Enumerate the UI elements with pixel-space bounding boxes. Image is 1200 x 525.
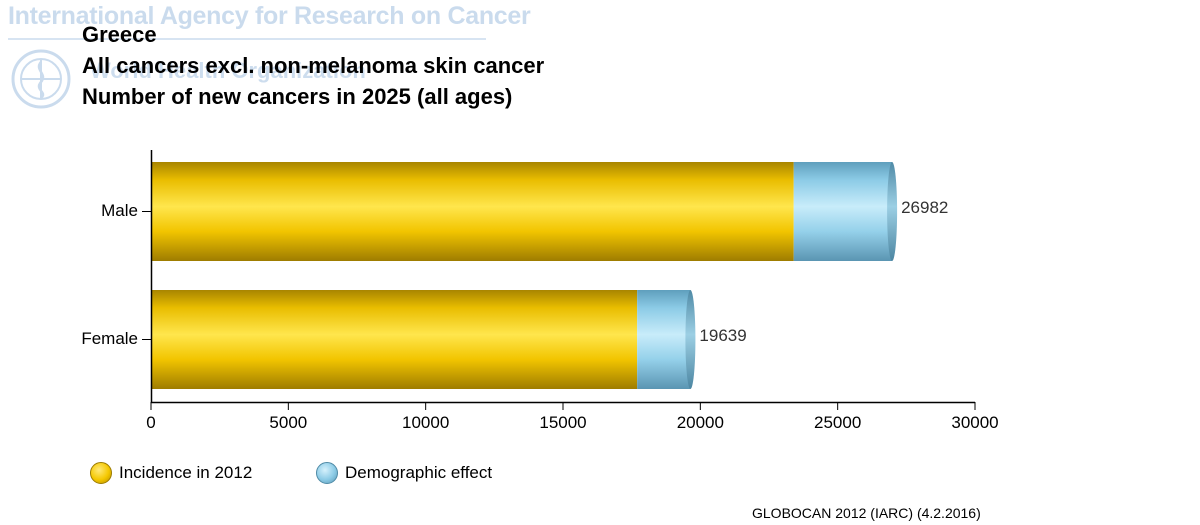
category-label-female: Female xyxy=(81,329,138,348)
category-label-male: Male xyxy=(101,201,138,220)
chart-title-country: Greece xyxy=(82,22,157,47)
total-label-male: 26982 xyxy=(901,198,948,217)
legend-label-incidence: Incidence in 2012 xyxy=(119,463,253,482)
x-tick-label-5000: 5000 xyxy=(269,413,307,432)
source-note: GLOBOCAN 2012 (IARC) (4.2.2016) xyxy=(752,505,981,521)
chart-title-measure: Number of new cancers in 2025 (all ages) xyxy=(82,84,513,109)
watermark-divider xyxy=(8,38,486,40)
iarc-watermark-title: International Agency for Research on Can… xyxy=(8,2,531,30)
bar-female-demographic xyxy=(637,290,691,389)
bar-female-incidence xyxy=(151,290,638,389)
x-tick-label-10000: 10000 xyxy=(402,413,449,432)
legend-swatch-demographic xyxy=(316,462,338,484)
who-emblem-icon xyxy=(11,49,71,109)
bar-male-demographic xyxy=(793,162,893,261)
chart-title-site: All cancers excl. non-melanoma skin canc… xyxy=(82,53,545,78)
who-watermark-label: World Health Organization xyxy=(90,58,366,83)
legend-label-demographic: Demographic effect xyxy=(345,463,493,482)
x-tick-label-0: 0 xyxy=(146,413,155,432)
bar-male-end-cap xyxy=(887,162,898,261)
total-label-female: 19639 xyxy=(699,326,746,345)
chart-title-block: Greece All cancers excl. non-melanoma sk… xyxy=(82,19,544,112)
x-tick-label-20000: 20000 xyxy=(677,413,724,432)
x-tick-label-25000: 25000 xyxy=(814,413,861,432)
x-tick-label-30000: 30000 xyxy=(951,413,998,432)
bar-male-incidence xyxy=(151,162,794,261)
legend-item-incidence: Incidence in 2012 xyxy=(90,462,252,484)
iarc-watermark: International Agency for Research on Can… xyxy=(8,0,531,120)
legend-swatch-incidence xyxy=(90,462,112,484)
x-tick-label-15000: 15000 xyxy=(539,413,586,432)
legend-item-demographic: Demographic effect xyxy=(316,462,492,484)
bar-female-end-cap xyxy=(685,290,696,389)
